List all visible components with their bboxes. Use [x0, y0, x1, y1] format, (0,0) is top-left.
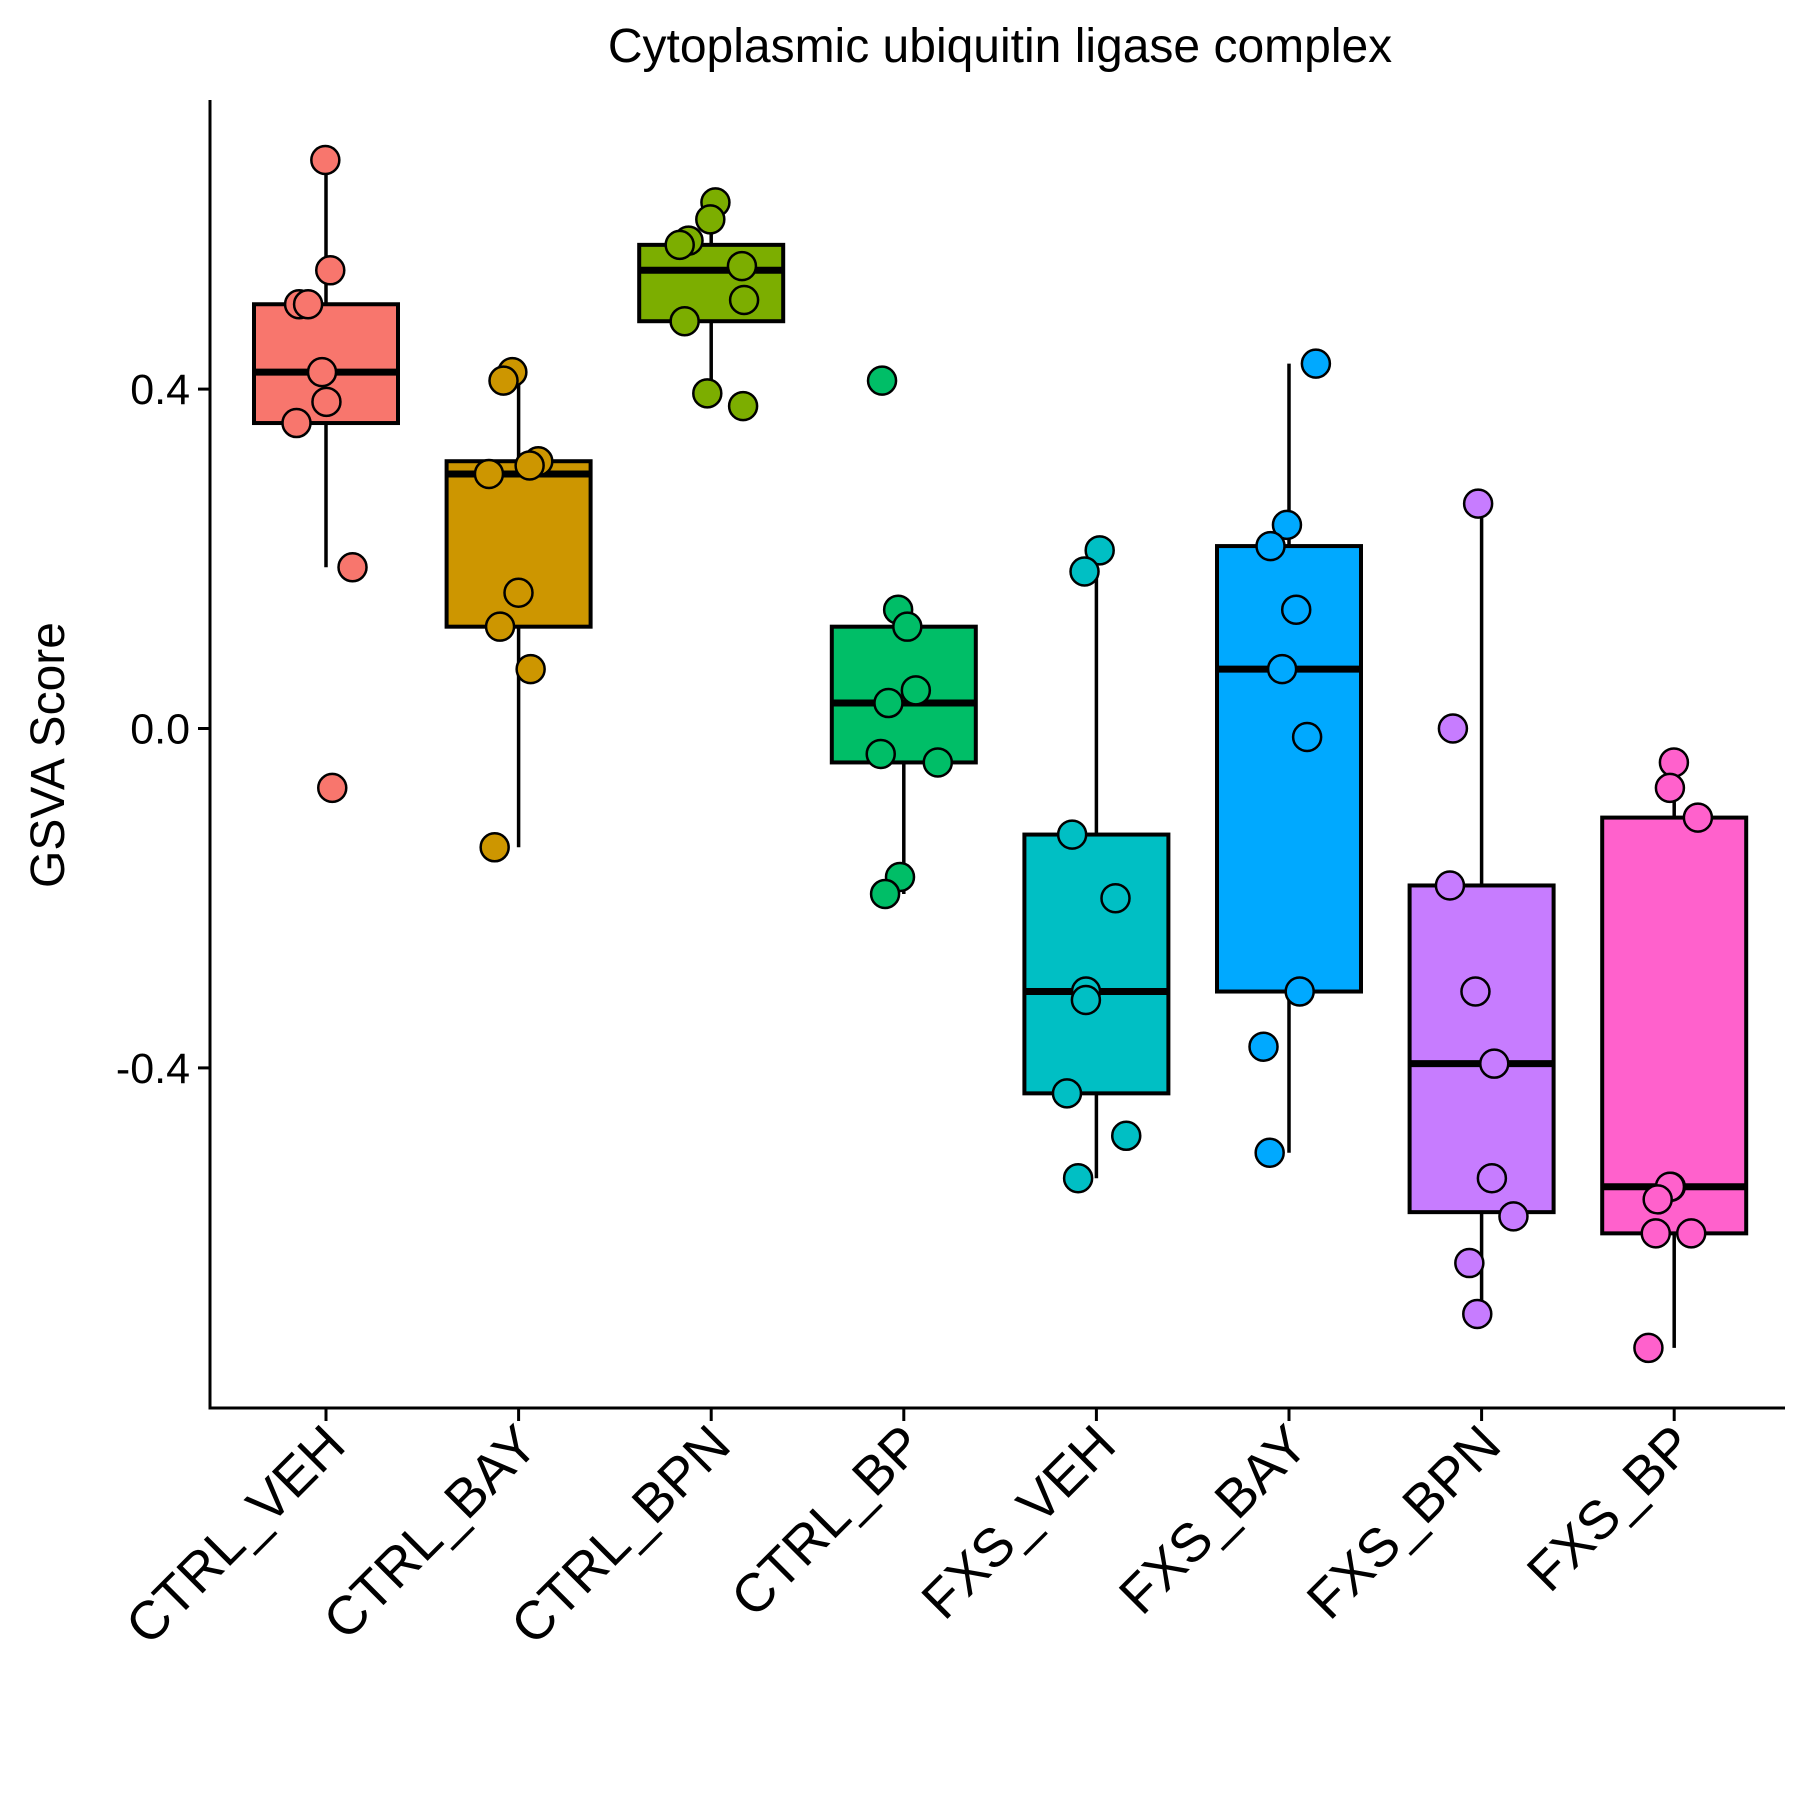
box	[1022, 832, 1171, 1096]
data-point	[1642, 1184, 1673, 1215]
data-point	[1460, 976, 1491, 1007]
data-point	[1434, 870, 1466, 901]
y-tick-label: 0.4	[130, 366, 190, 414]
box-group-ctrl-veh	[252, 144, 400, 804]
data-point	[1084, 535, 1115, 566]
data-point	[1476, 1162, 1508, 1194]
data-point	[1266, 653, 1298, 685]
data-point	[310, 144, 341, 176]
x-tick-label: FXS_VEH	[910, 1414, 1126, 1630]
data-point	[1271, 509, 1303, 541]
data-point	[873, 687, 904, 719]
x-tick-label: CTRL_VEH	[115, 1414, 357, 1656]
box-group-fxs-veh	[1022, 535, 1171, 1194]
data-point	[1462, 488, 1494, 519]
data-point	[515, 653, 546, 685]
data-point	[292, 289, 324, 320]
data-point	[1682, 802, 1714, 833]
data-point	[1051, 1078, 1083, 1109]
data-point	[479, 832, 510, 863]
data-point	[866, 365, 898, 396]
data-point	[1654, 772, 1686, 804]
data-point	[892, 611, 923, 642]
data-point	[1280, 594, 1312, 625]
box-group-ctrl-bay	[444, 356, 593, 863]
data-point	[692, 378, 723, 409]
data-point	[315, 255, 346, 286]
box-group-fxs-bay	[1215, 348, 1363, 1168]
data-point	[306, 356, 338, 388]
data-point	[1110, 1120, 1142, 1152]
data-point	[726, 250, 758, 282]
y-axis-title: GSVA Score	[22, 622, 75, 888]
data-point	[1100, 882, 1131, 914]
data-point	[1454, 1247, 1485, 1279]
data-point	[1640, 1218, 1672, 1249]
data-point	[669, 305, 700, 337]
box-group-ctrl-bpn	[637, 187, 786, 422]
data-point	[488, 365, 519, 396]
y-tick-label: -0.4	[116, 1045, 190, 1093]
chart-title: Cytoplasmic ubiquitin ligase complex	[608, 20, 1392, 73]
data-point	[1248, 1031, 1279, 1062]
data-point	[514, 450, 545, 481]
data-point	[869, 878, 901, 910]
data-point	[311, 386, 342, 418]
data-point	[1069, 556, 1100, 587]
plot-area	[252, 144, 1749, 1364]
x-tick-label: FXS_BPN	[1296, 1414, 1512, 1630]
data-point	[1070, 984, 1102, 1016]
data-point	[1437, 713, 1469, 744]
box	[637, 242, 786, 324]
data-point	[1462, 1298, 1493, 1330]
data-point	[1255, 530, 1286, 562]
data-point	[922, 747, 954, 778]
data-point	[1633, 1332, 1664, 1364]
data-point	[1300, 348, 1332, 379]
data-point	[664, 229, 695, 261]
data-point	[865, 738, 896, 770]
data-point	[1479, 1048, 1510, 1079]
y-tick-label: 0.0	[130, 706, 190, 754]
data-point	[900, 675, 932, 706]
data-point	[1498, 1201, 1529, 1232]
data-point	[337, 552, 368, 583]
data-point	[1284, 976, 1315, 1007]
data-point	[484, 611, 516, 642]
box-group-fxs-bpn	[1407, 488, 1556, 1330]
box	[1407, 883, 1556, 1215]
data-point	[317, 772, 348, 804]
data-point	[1658, 747, 1690, 778]
data-point	[728, 284, 760, 316]
data-point	[1062, 1162, 1094, 1194]
data-point	[1291, 721, 1323, 753]
box-group-ctrl-bp	[829, 365, 978, 910]
x-tick-label: FXS_BP	[1516, 1414, 1705, 1603]
data-point	[695, 204, 726, 235]
data-point	[503, 577, 534, 608]
data-point	[1056, 819, 1088, 850]
data-point	[1675, 1218, 1707, 1249]
box-group-fxs-bp	[1600, 747, 1749, 1364]
x-tick-label: CTRL_BP	[720, 1414, 934, 1628]
data-point	[1254, 1137, 1285, 1168]
box	[444, 459, 593, 629]
box	[1600, 815, 1749, 1236]
data-point	[281, 407, 312, 439]
data-point	[727, 390, 759, 422]
data-point	[473, 458, 505, 490]
x-tick-label: FXS_BAY	[1108, 1414, 1320, 1626]
